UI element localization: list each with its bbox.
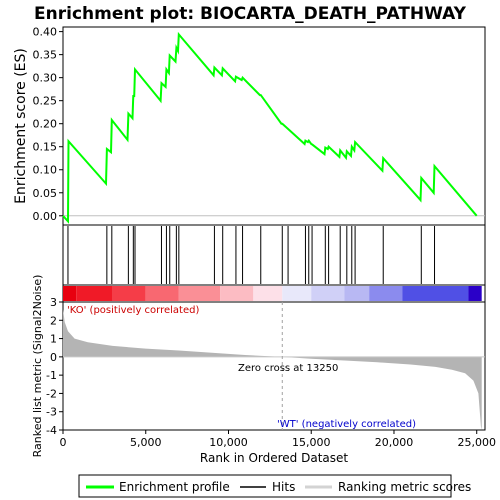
legend-label-metric: Ranking metric scores — [338, 480, 471, 494]
x-tick-label: 25,000 — [457, 436, 496, 449]
enrichment-profile-line — [62, 31, 478, 224]
metric-tick-label: 0 — [50, 351, 57, 364]
metric-tick-label: -1 — [46, 369, 57, 382]
heatmap-segment — [282, 286, 312, 301]
heatmap-segment — [369, 286, 403, 301]
heatmap-segment — [220, 286, 254, 301]
es-tick-label: 0.20 — [33, 118, 58, 131]
hits-panel — [62, 224, 486, 286]
es-axis-label: Enrichment score (ES) — [13, 48, 29, 204]
legend-frame — [78, 474, 452, 498]
x-tick-label: 5,000 — [130, 436, 162, 449]
es-tick-label: 0.10 — [33, 164, 58, 177]
heatmap-segment — [145, 286, 179, 301]
x-axis-label: Rank in Ordered Dataset — [200, 451, 348, 465]
legend-label-hits: Hits — [272, 480, 295, 494]
heatmap-segment — [178, 286, 221, 301]
legend-label-enrichment: Enrichment profile — [119, 480, 230, 494]
heatmap-segment — [63, 286, 77, 301]
metric-tick-label: -4 — [46, 424, 57, 437]
heatmap-segment — [344, 286, 370, 301]
x-ticks: 0 5,000 10,000 15,000 20,000 25,000 — [60, 430, 496, 449]
metric-tick-label: -2 — [46, 387, 57, 400]
heatmap-segment — [76, 286, 113, 301]
es-plot-frame — [62, 26, 486, 226]
metric-tick-label: 1 — [50, 333, 57, 346]
es-tick-label: 0.05 — [33, 187, 58, 200]
heatmap-segment — [311, 286, 345, 301]
metric-panel: 3 2 1 0 -1 -2 -3 -4 'KO' (positively correlated… — [46, 296, 486, 437]
metric-plot-frame — [62, 301, 486, 431]
ko-label: 'KO' (positively correlated) — [67, 305, 199, 316]
es-tick-label: 0.15 — [33, 141, 58, 154]
es-tick-label: 0.35 — [33, 49, 58, 62]
heatmap-panel — [62, 284, 486, 303]
es-panel: 0.00 0.05 0.10 0.15 0.20 0.25 0.30 0.35 0.40 — [33, 26, 486, 226]
es-tick-label: 0.40 — [33, 26, 58, 39]
x-tick-label: 0 — [60, 436, 67, 449]
hit-marks — [67, 226, 436, 284]
es-tick-label: 0.30 — [33, 72, 58, 85]
es-tick-label: 0.00 — [33, 210, 58, 223]
heatmap-bar — [63, 286, 482, 301]
x-tick-label: 20,000 — [375, 436, 414, 449]
metric-tick-label: 3 — [50, 296, 57, 309]
wt-label: 'WT' (negatively correlated) — [277, 419, 416, 430]
x-tick-label: 10,000 — [209, 436, 248, 449]
heatmap-segment — [253, 286, 283, 301]
heatmap-segment — [468, 286, 482, 301]
heatmap-segment — [112, 286, 146, 301]
es-ticks: 0.00 0.05 0.10 0.15 0.20 0.25 0.30 0.35 0.40 — [33, 26, 63, 223]
es-tick-label: 0.25 — [33, 95, 58, 108]
x-tick-label: 15,000 — [292, 436, 331, 449]
chart-title: Enrichment plot: BIOCARTA_DEATH_PATHWAY — [34, 4, 467, 24]
metric-tick-label: -3 — [46, 406, 57, 419]
metric-ticks: 3 2 1 0 -1 -2 -3 -4 — [46, 296, 63, 437]
metric-tick-label: 2 — [50, 314, 57, 327]
zero-cross-label: Zero cross at 13250 — [238, 363, 338, 374]
legend: Enrichment profile Hits Ranking metric s… — [78, 474, 471, 498]
heatmap-segment — [402, 286, 469, 301]
metric-axis-label: Ranked list metric (Signal2Noise) — [31, 275, 44, 458]
